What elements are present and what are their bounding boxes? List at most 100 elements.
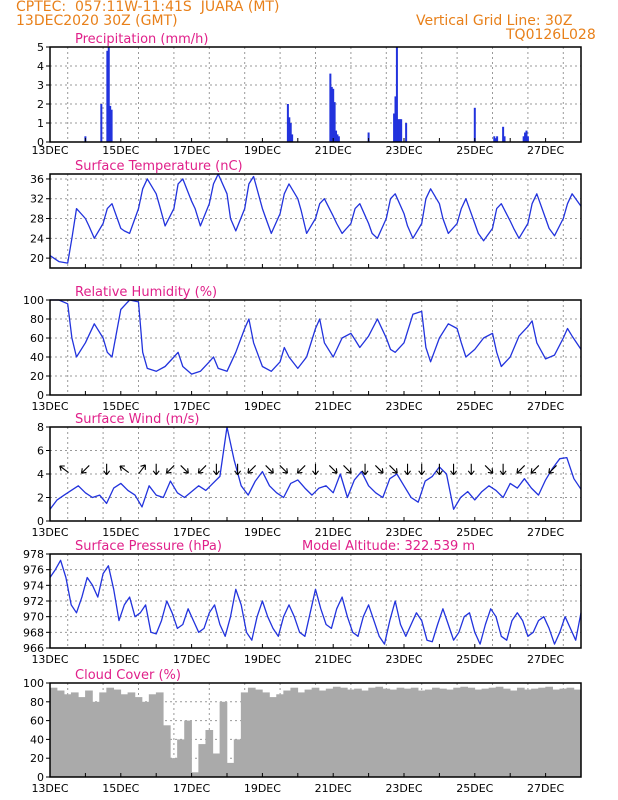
cloud-bar-38 (318, 690, 327, 777)
precip-bar-7 (288, 117, 291, 142)
cloud-xtick-label-2: 17DEC (173, 782, 210, 795)
wind-arrow-13 (279, 465, 289, 474)
cloud-bar-71 (552, 689, 561, 777)
cloud-bar-39 (325, 688, 334, 777)
wind-arrow-23 (435, 463, 443, 476)
precip-ytick-label-5: 5 (37, 41, 44, 54)
precip-bar-16 (337, 136, 340, 142)
pressure-annotation: Model Altitude: 322.539 m (302, 539, 475, 554)
cloud-bar-12 (134, 697, 143, 777)
wind-arrow-7 (180, 465, 189, 474)
rh-ytick-label-3: 60 (30, 332, 44, 345)
cloud-bar-54 (432, 687, 440, 777)
pressure-series-line (49, 559, 582, 645)
precip-bar-2 (106, 50, 109, 142)
wind-xtick-label-7: 27DEC (527, 526, 564, 539)
pressure-ytick-label-6: 978 (23, 548, 44, 561)
precip-xtick-label-1: 15DEC (102, 144, 139, 157)
precip-bar-9 (291, 134, 294, 142)
cloud-bar-61 (481, 688, 490, 777)
pressure-xtick-label-2: 17DEC (173, 653, 210, 666)
cloud-bar-28 (247, 687, 256, 777)
precip-title: Precipitation (mm/h) (75, 32, 208, 47)
cloud-bar-46 (375, 686, 384, 777)
temp-frame (49, 173, 582, 269)
wind-arrow-10 (234, 463, 242, 476)
wind-xtick-label-3: 19DEC (244, 526, 281, 539)
wind-xtick-label-6: 25DEC (456, 526, 493, 539)
cloud-bar-18 (177, 739, 185, 777)
precip-bar-33 (525, 130, 528, 142)
cloud-bar-33 (283, 690, 292, 777)
rh-ytick-label-0: 0 (37, 389, 44, 402)
temp-series-line (49, 173, 582, 264)
cloud-bar-51 (410, 687, 419, 777)
cloud-bar-19 (184, 720, 192, 777)
wind-xtick-label-4: 21DEC (315, 526, 352, 539)
pressure-xtick-label-1: 15DEC (102, 653, 139, 666)
rh-xtick-label-1: 15DEC (102, 400, 139, 413)
pressure-title: Surface Pressure (hPa) (75, 539, 222, 554)
precip-bar-26 (493, 136, 496, 142)
precip-bar-1 (100, 104, 103, 142)
cloud-bar-17 (170, 758, 178, 777)
cloud-bar-55 (439, 688, 447, 777)
precip-bar-21 (397, 119, 400, 142)
precip-bar-23 (400, 119, 403, 142)
rh-xtick-label-3: 19DEC (244, 400, 281, 413)
cloud-bar-26 (233, 739, 242, 777)
precip-bar-31 (522, 136, 525, 142)
precip-ytick-label-0: 0 (37, 136, 44, 149)
wind-arrow-5 (152, 463, 160, 476)
rh-xtick-label-5: 23DEC (385, 400, 422, 413)
precip-xtick-label-7: 27DEC (527, 144, 564, 157)
precip-bar-28 (496, 136, 499, 142)
wind-ytick-label-2: 4 (37, 468, 44, 481)
cloud-bar-74 (573, 689, 582, 777)
precip-bar-24 (405, 123, 408, 142)
cloud-bar-8 (106, 687, 115, 777)
precip-bar-22 (398, 119, 401, 142)
cloud-xtick-label-4: 21DEC (315, 782, 352, 795)
cloud-ytick-label-5: 100 (23, 677, 44, 690)
cloud-bar-37 (311, 687, 320, 777)
cloud-bar-2 (63, 694, 72, 777)
cloud-bar-10 (120, 694, 129, 777)
wind-title: Surface Wind (m/s) (75, 412, 199, 427)
wind-xtick-label-5: 23DEC (385, 526, 422, 539)
cloud-bar-32 (276, 694, 284, 777)
cloud-bar-52 (417, 690, 426, 777)
header-grid-note: Vertical Grid Line: 30Z (416, 13, 573, 29)
cloud-xtick-label-6: 25DEC (456, 782, 493, 795)
cloud-bar-30 (262, 692, 270, 777)
pressure-ytick-label-5: 976 (23, 564, 44, 577)
wind-arrow-16 (328, 465, 338, 474)
temp-ytick-label-1: 24 (30, 232, 44, 245)
cloud-bar-45 (368, 687, 376, 777)
wind-arrow-15 (312, 463, 319, 476)
cloud-xtick-label-0: 13DEC (31, 782, 68, 795)
pressure-ytick-label-3: 972 (23, 595, 44, 608)
temp-ytick-label-0: 20 (30, 252, 44, 265)
wind-arrow-17 (343, 465, 352, 474)
rh-ytick-label-5: 100 (23, 294, 44, 307)
cloud-ytick-label-1: 20 (30, 752, 44, 765)
cloud-bar-68 (531, 688, 539, 777)
precip-bar-6 (286, 104, 289, 142)
cloud-bar-21 (198, 744, 207, 777)
wind-xtick-label-1: 15DEC (102, 526, 139, 539)
header-datetime: 13DEC2020 30Z (GMT) (16, 13, 178, 29)
cloud-title: Cloud Cover (%) (75, 668, 181, 683)
cloud-ytick-label-2: 40 (30, 733, 44, 746)
cloud-frame (49, 682, 582, 778)
cloud-bar-24 (219, 701, 228, 777)
precip-xtick-label-2: 17DEC (173, 144, 210, 157)
precip-bar-20 (395, 47, 398, 142)
precip-bar-10 (329, 73, 332, 142)
wind-arrow-12 (265, 465, 274, 474)
wind-xtick-label-0: 13DEC (31, 526, 68, 539)
wind-arrow-29 (530, 465, 540, 474)
pressure-ytick-label-1: 968 (23, 626, 44, 639)
cloud-bar-50 (403, 688, 412, 777)
cloud-bar-62 (488, 687, 497, 777)
